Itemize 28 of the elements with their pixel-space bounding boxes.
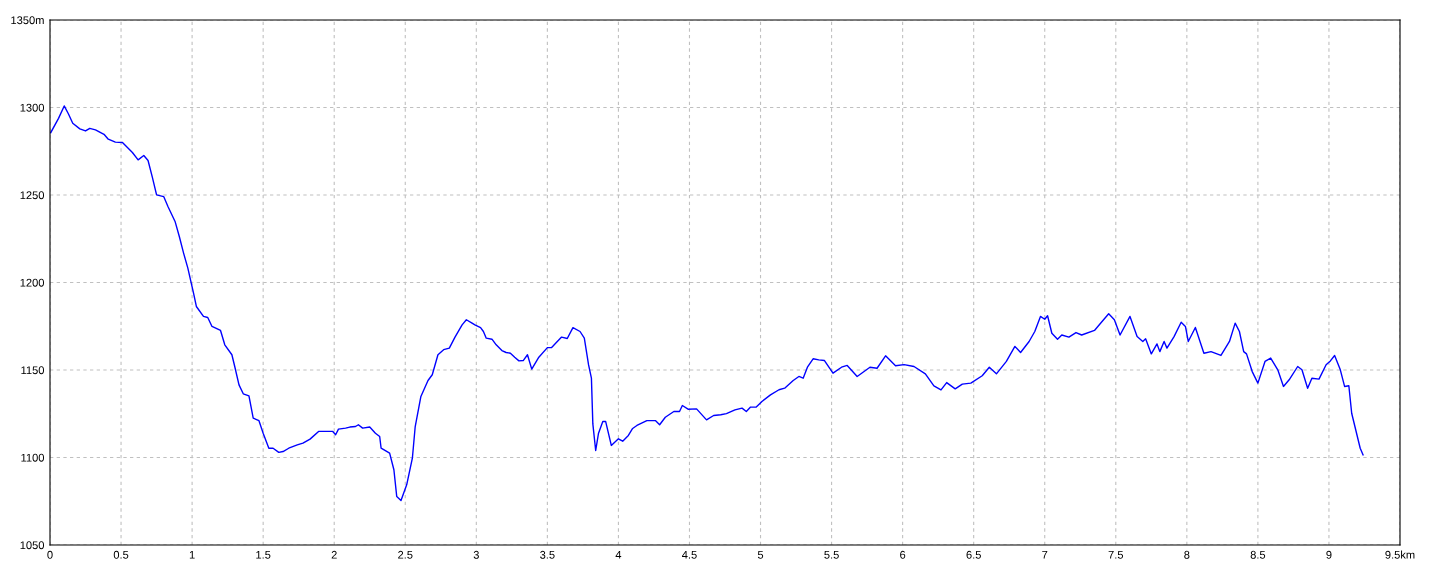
x-tick-label: 0 [47, 550, 53, 559]
x-tick-label: 5.5 [824, 550, 839, 559]
y-tick-label: 1100 [21, 453, 45, 462]
y-tick-label: 1300 [20, 103, 45, 112]
x-tick-label: 2 [331, 550, 337, 559]
x-tick-label: 3.5 [540, 550, 555, 559]
x-tick-label: 4 [615, 550, 622, 559]
x-tick-label: 9 [1326, 550, 1332, 559]
y-tick-label: 1200 [20, 278, 45, 287]
y-tick-label: 1050 [20, 541, 45, 550]
x-tick-label: 1.5 [256, 550, 271, 559]
x-tick-label: 6.5 [966, 550, 981, 559]
x-tick-label: 6 [900, 550, 906, 559]
y-tick-label: 1250 [20, 191, 45, 200]
y-tick-label: 1150 [21, 366, 45, 375]
x-tick-label: 0.5 [113, 550, 129, 559]
x-tick-label: 7 [1042, 550, 1048, 559]
x-tick-label: 3 [473, 550, 479, 559]
x-tick-label: 9.5km [1385, 550, 1415, 559]
x-tick-label: 1 [189, 550, 195, 559]
x-tick-label: 8 [1184, 550, 1190, 559]
y-tick-label: 1350m [11, 16, 44, 25]
x-tick-label: 4.5 [682, 550, 697, 559]
x-tick-label: 8.5 [1250, 550, 1266, 559]
x-tick-label: 2.5 [398, 550, 413, 559]
x-tick-label: 5 [757, 550, 764, 559]
line-series [50, 105, 1364, 502]
x-tick-label: 7.5 [1108, 550, 1124, 559]
